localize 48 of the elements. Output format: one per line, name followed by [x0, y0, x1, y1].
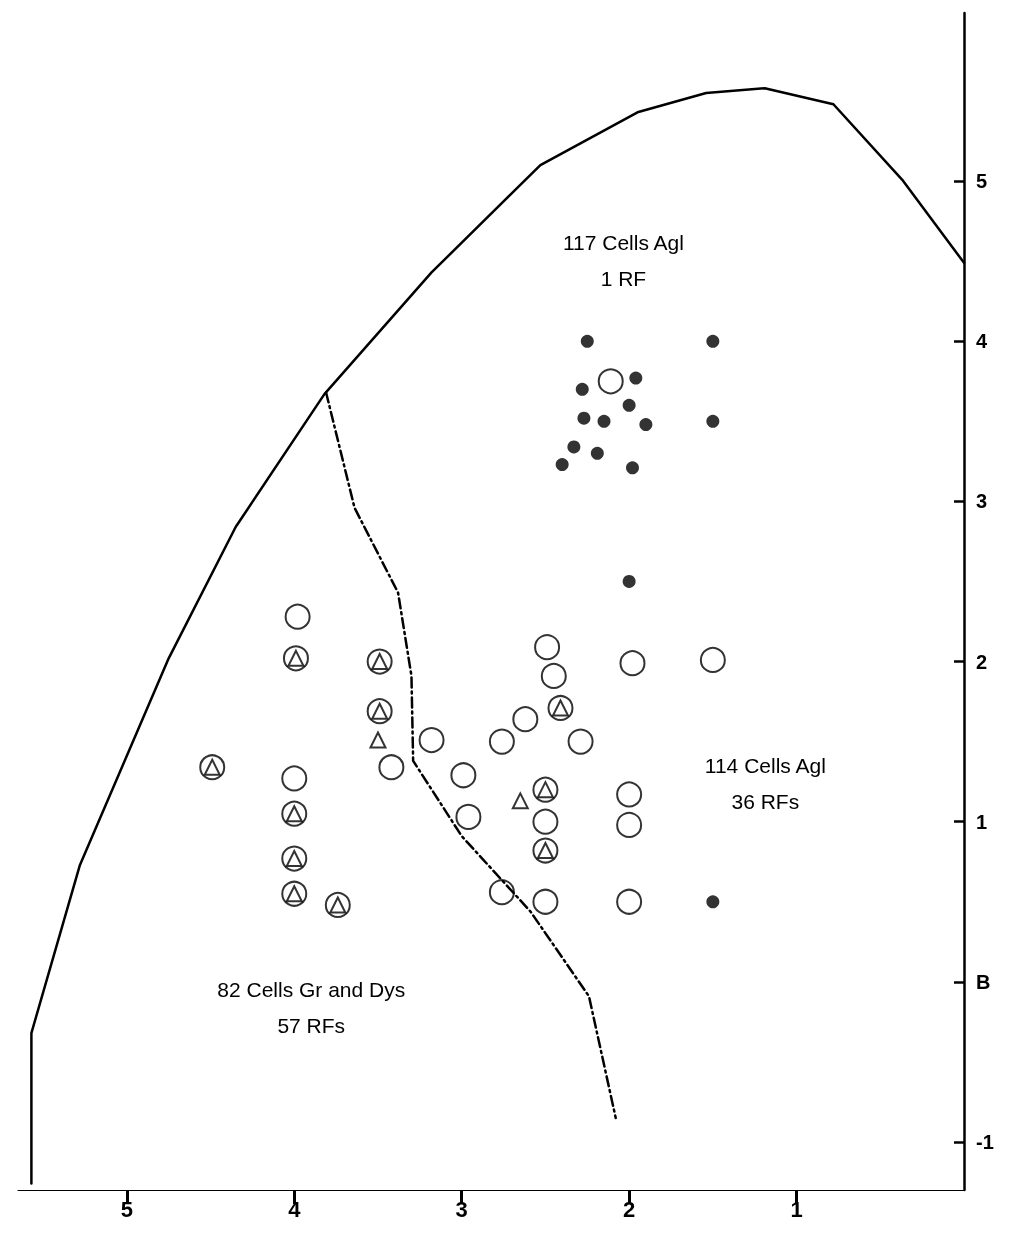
point — [369, 731, 387, 749]
x-tick-label: 4 — [288, 1196, 302, 1222]
point — [567, 440, 581, 454]
annotation: 114 Cells Agl 36 RFs — [704, 754, 826, 814]
y-tick-label: 4 — [976, 330, 988, 353]
point — [622, 574, 636, 588]
point — [555, 458, 569, 472]
point — [418, 727, 445, 754]
point — [534, 634, 561, 661]
point — [488, 879, 515, 906]
point — [281, 765, 308, 792]
point — [284, 603, 311, 630]
point — [706, 334, 720, 348]
y-tick-label: 2 — [976, 650, 988, 673]
point — [575, 382, 589, 396]
point — [580, 334, 594, 348]
point — [597, 368, 624, 395]
y-tick-label: B — [976, 970, 991, 993]
y-tick-label: -1 — [976, 1130, 994, 1153]
point — [532, 808, 559, 835]
point — [597, 414, 611, 428]
point — [625, 461, 639, 475]
point — [590, 446, 604, 460]
point — [622, 398, 636, 412]
y-tick-label: 1 — [976, 810, 988, 833]
point — [450, 762, 477, 789]
point — [532, 888, 559, 915]
annotation: 117 Cells Agl 1 RF — [562, 230, 684, 290]
y-tick-label: 5 — [976, 170, 988, 193]
point — [512, 706, 539, 733]
point — [378, 754, 405, 781]
point — [616, 888, 643, 915]
y-tick-label: 3 — [976, 490, 988, 513]
point — [616, 811, 643, 838]
point — [567, 728, 594, 755]
point — [455, 803, 482, 830]
point — [619, 650, 646, 677]
point — [616, 781, 643, 808]
point — [540, 662, 567, 689]
point — [488, 728, 515, 755]
point — [699, 646, 726, 673]
point — [706, 414, 720, 428]
point — [639, 418, 653, 432]
point — [706, 895, 720, 909]
point — [629, 371, 643, 385]
annotation: 82 Cells Gr and Dys 57 RFs — [217, 978, 406, 1038]
point — [577, 411, 591, 425]
point — [511, 792, 529, 810]
